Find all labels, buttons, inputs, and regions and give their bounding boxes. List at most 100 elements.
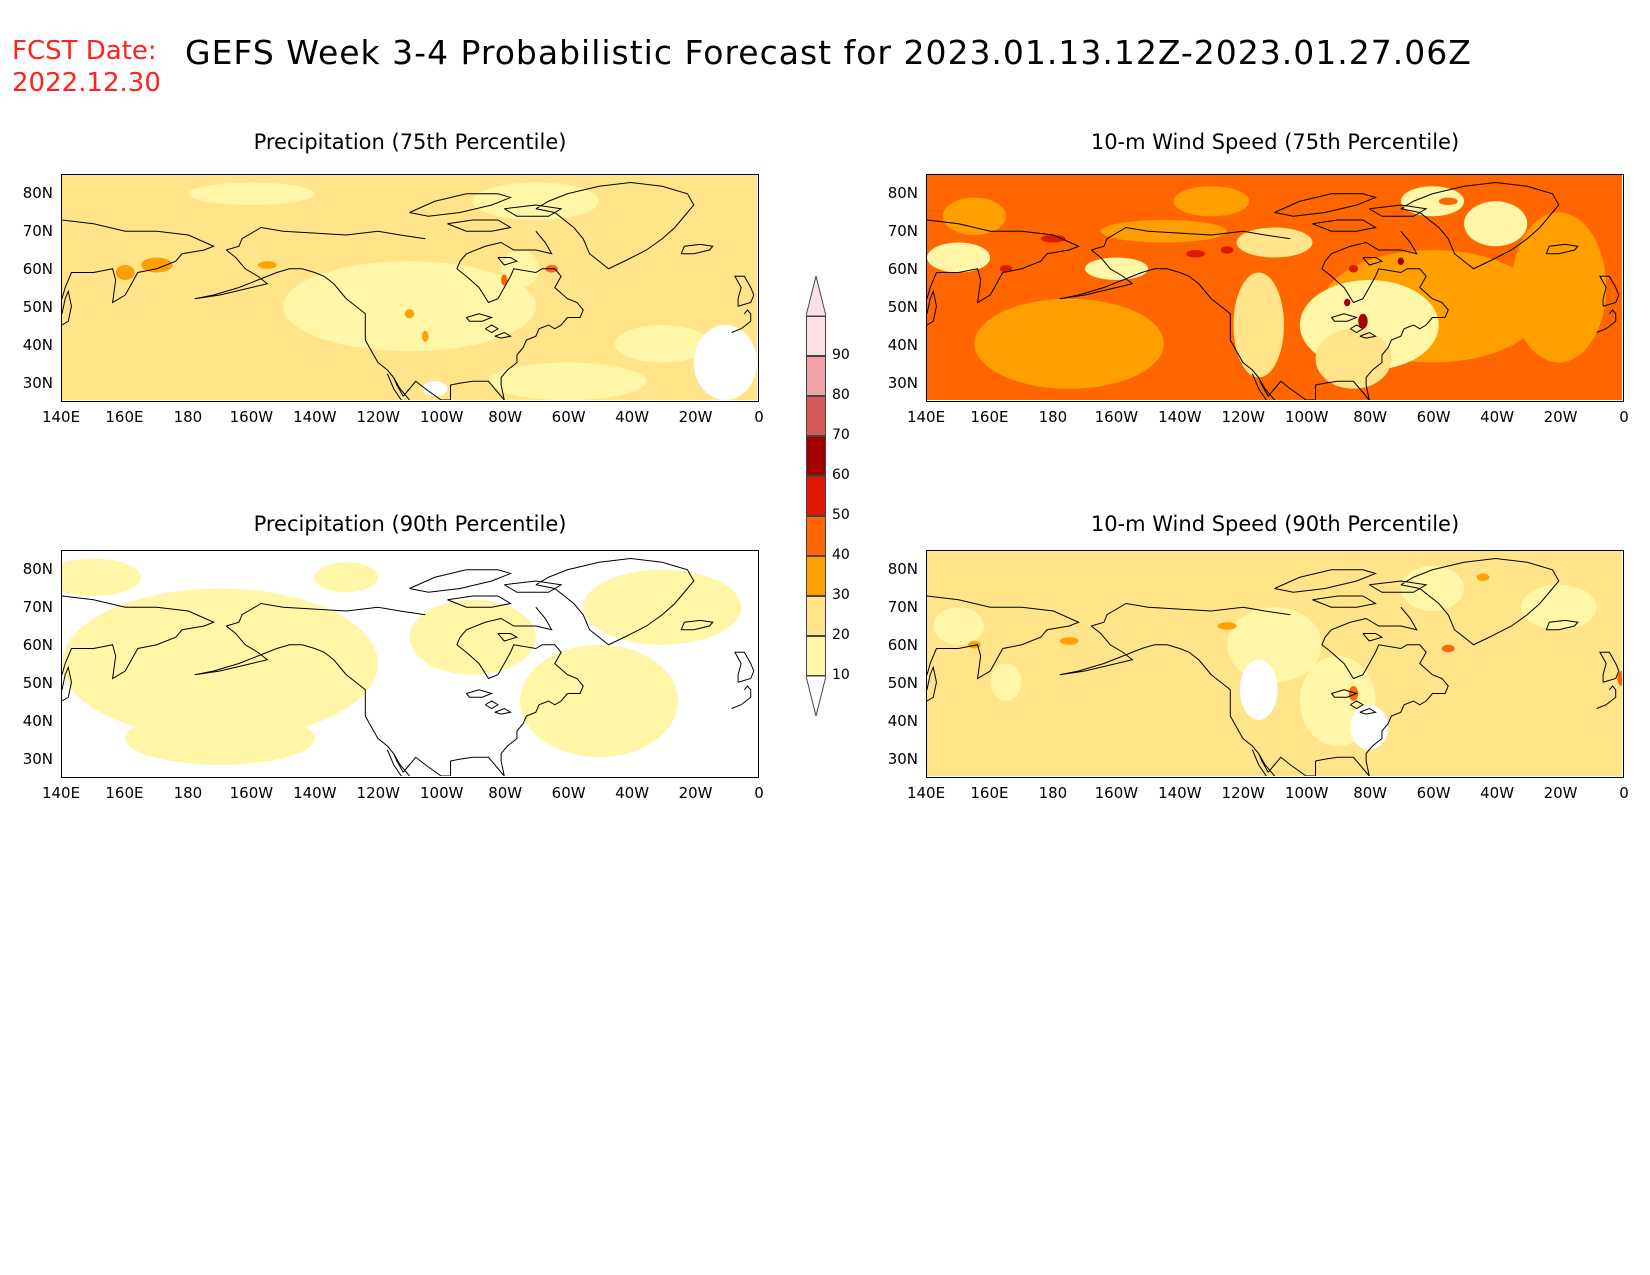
- colorbar-segment: [806, 516, 826, 556]
- probability-contour: [404, 309, 415, 319]
- probability-contour: [1348, 265, 1359, 273]
- probability-contour: [1059, 637, 1079, 645]
- probability-contour: [1441, 644, 1455, 653]
- probability-contour: [1438, 197, 1458, 205]
- lat-tick-label: 60N: [22, 636, 53, 654]
- probability-contour: [942, 197, 1006, 235]
- lat-tick-label: 70N: [22, 598, 53, 616]
- probability-contour: [501, 274, 508, 286]
- probability-contour: [501, 250, 540, 288]
- lon-tick-label: 160W: [1094, 784, 1139, 802]
- probability-contour: [1476, 573, 1490, 581]
- probability-contour: [125, 712, 315, 765]
- lon-tick-label: 80W: [1353, 784, 1388, 802]
- lat-tick-label: 40N: [887, 336, 918, 354]
- lat-tick-label: 30N: [887, 750, 918, 768]
- coastline: [927, 182, 1620, 400]
- probability-contour: [1617, 671, 1622, 686]
- lat-tick-label: 60N: [22, 260, 53, 278]
- colorbar-segment: [806, 356, 826, 396]
- colorbar-label: 30: [832, 587, 850, 603]
- map-svg: [62, 551, 757, 776]
- lat-tick-label: 40N: [22, 336, 53, 354]
- lon-tick-label: 60W: [1416, 784, 1451, 802]
- probability-contour: [390, 712, 429, 765]
- colorbar-segment: [806, 476, 826, 516]
- probability-contour: [1400, 186, 1465, 217]
- lon-tick-label: 180: [173, 784, 203, 802]
- colorbar-top-arrow: [806, 276, 826, 316]
- probability-contour: [409, 599, 536, 675]
- probability-contour: [422, 330, 429, 342]
- lat-tick-label: 40N: [22, 712, 53, 730]
- lon-tick-label: 160W: [229, 784, 274, 802]
- probability-contour: [1400, 566, 1465, 611]
- colorbar-segment: [806, 636, 826, 676]
- lon-tick-label: 40W: [1480, 784, 1515, 802]
- probability-contour: [62, 588, 378, 739]
- lon-tick-label: 20W: [1543, 784, 1578, 802]
- colorbar-segment: [806, 596, 826, 636]
- lon-tick-label: 0: [1619, 784, 1629, 802]
- lat-tick-label: 50N: [887, 674, 918, 692]
- map-svg: [927, 175, 1622, 400]
- probability-contour: [115, 265, 135, 280]
- lon-tick-label: 60W: [551, 784, 586, 802]
- probability-contour: [283, 261, 536, 352]
- coastline: [62, 558, 755, 776]
- probability-contour: [1464, 201, 1528, 247]
- probability-contour: [140, 257, 173, 273]
- probability-contour: [314, 562, 378, 593]
- lat-tick-label: 70N: [887, 598, 918, 616]
- probability-contour: [1511, 212, 1607, 363]
- colorbar-segment: [806, 396, 826, 436]
- colorbar-label: 90: [832, 347, 850, 363]
- lon-tick-label: 40W: [1480, 408, 1515, 426]
- probability-contour: [1315, 328, 1392, 389]
- lon-tick-label: 140E: [41, 784, 81, 802]
- lon-tick-label: 160E: [970, 408, 1009, 426]
- lon-tick-label: 20W: [1543, 408, 1578, 426]
- probability-contour: [1397, 257, 1405, 265]
- probability-contour: [1186, 250, 1205, 258]
- lon-tick-label: 60W: [551, 408, 586, 426]
- colorbar-label: 50: [832, 507, 850, 523]
- probability-contour: [968, 641, 981, 649]
- lon-tick-label: 80W: [1353, 408, 1388, 426]
- lat-tick-label: 70N: [22, 222, 53, 240]
- lon-tick-label: 160W: [1094, 408, 1139, 426]
- lon-tick-label: 140W: [293, 408, 337, 426]
- probability-contour: [472, 182, 600, 220]
- panel-title-wind-75: 10-m Wind Speed (75th Percentile): [1090, 130, 1460, 154]
- lat-tick-label: 50N: [887, 298, 918, 316]
- lon-tick-label: 140E: [41, 408, 81, 426]
- lat-tick-label: 30N: [22, 750, 53, 768]
- lat-tick-label: 80N: [887, 184, 918, 202]
- probability-contour: [1084, 257, 1149, 280]
- lat-tick-label: 70N: [887, 222, 918, 240]
- lat-tick-label: 30N: [887, 374, 918, 392]
- colorbar-label: 70: [832, 427, 850, 443]
- probability-contour: [933, 607, 984, 645]
- lon-tick-label: 100W: [1284, 408, 1329, 426]
- lon-tick-label: 20W: [678, 408, 713, 426]
- probability-contour: [1040, 235, 1066, 243]
- lon-tick-label: 140W: [1158, 408, 1202, 426]
- colorbar-label: 40: [832, 547, 850, 563]
- lon-tick-label: 180: [1038, 408, 1068, 426]
- probability-contour: [1233, 272, 1284, 378]
- probability-contour: [188, 182, 315, 205]
- lon-tick-label: 120W: [356, 784, 400, 802]
- probability-contour: [422, 381, 448, 397]
- probability-contour: [62, 558, 141, 596]
- lon-tick-label: 160E: [105, 784, 144, 802]
- probability-contour: [1236, 227, 1313, 258]
- lon-tick-label: 80W: [488, 408, 523, 426]
- probability-contour: [488, 362, 647, 400]
- probability-contour: [1100, 220, 1228, 243]
- colorbar-label: 10: [832, 667, 850, 683]
- fcst-date-value: 2022.12.30: [12, 68, 161, 98]
- lon-tick-label: 0: [754, 784, 764, 802]
- lat-tick-label: 50N: [22, 298, 53, 316]
- coastline: [62, 182, 755, 400]
